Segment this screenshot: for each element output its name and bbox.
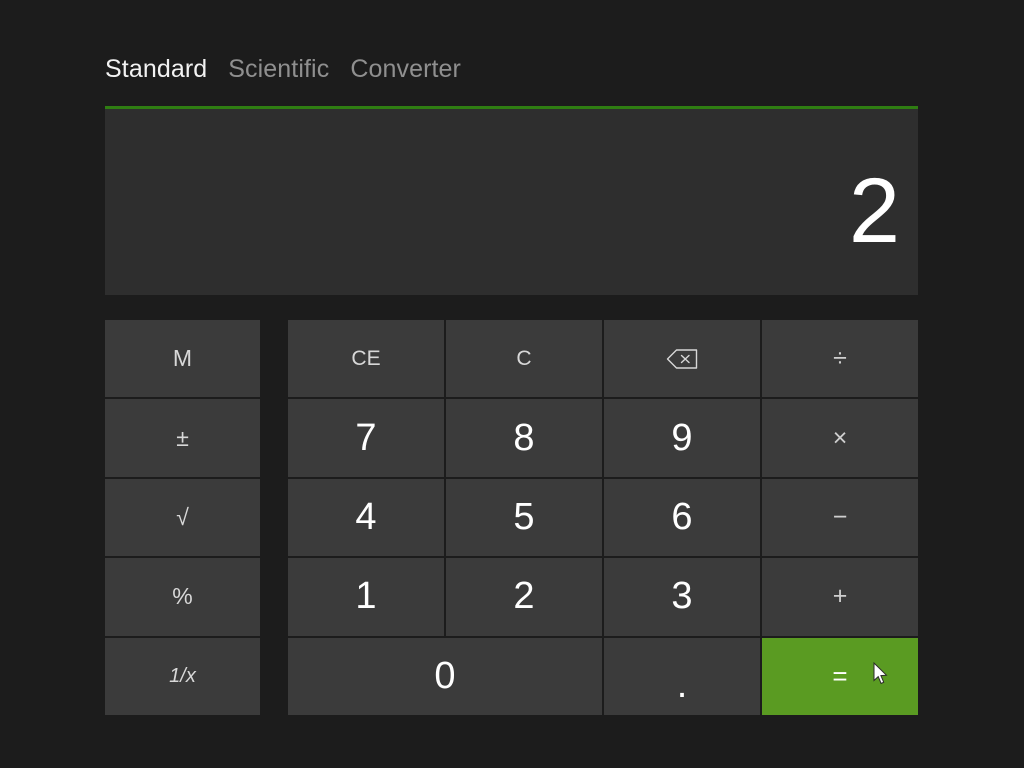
digit-4-button[interactable]: 4 <box>288 478 444 557</box>
tab-scientific[interactable]: Scientific <box>228 55 330 83</box>
percent-button[interactable]: % <box>105 558 260 636</box>
display-value: 2 <box>848 160 900 262</box>
mode-tabbar: Standard Scientific Converter <box>105 52 461 86</box>
digit-3-button[interactable]: 3 <box>604 558 760 636</box>
function-column: M ± √ % 1/x <box>105 320 260 715</box>
digit-0-button[interactable]: 0 <box>288 637 602 715</box>
square-root-button[interactable]: √ <box>105 478 260 557</box>
digit-9-button[interactable]: 9 <box>604 399 760 477</box>
subtract-button[interactable]: − <box>762 478 918 557</box>
digit-5-button[interactable]: 5 <box>446 478 602 557</box>
decimal-point-button[interactable]: . <box>604 637 760 715</box>
digit-2-button[interactable]: 2 <box>446 558 602 636</box>
digit-8-button[interactable]: 8 <box>446 399 602 477</box>
digit-6-button[interactable]: 6 <box>604 478 760 557</box>
equals-button[interactable]: = <box>762 637 918 715</box>
clear-button[interactable]: C <box>446 320 602 398</box>
backspace-icon <box>665 347 699 371</box>
digit-7-button[interactable]: 7 <box>288 399 444 477</box>
backspace-button[interactable] <box>604 320 760 398</box>
clear-entry-button[interactable]: CE <box>288 320 444 398</box>
digit-1-button[interactable]: 1 <box>288 558 444 636</box>
tab-converter[interactable]: Converter <box>350 55 461 83</box>
display-panel[interactable]: 2 <box>105 106 918 295</box>
reciprocal-button[interactable]: 1/x <box>105 637 260 715</box>
keypad: M ± √ % 1/x CE C ÷ 7 8 9 <box>105 320 918 715</box>
memory-button[interactable]: M <box>105 320 260 398</box>
add-button[interactable]: + <box>762 558 918 636</box>
multiply-button[interactable]: × <box>762 399 918 477</box>
tab-standard[interactable]: Standard <box>105 55 208 83</box>
plus-minus-button[interactable]: ± <box>105 399 260 477</box>
main-keypad: CE C ÷ 7 8 9 × 4 5 6 − 1 <box>288 320 918 715</box>
divide-button[interactable]: ÷ <box>762 320 918 398</box>
